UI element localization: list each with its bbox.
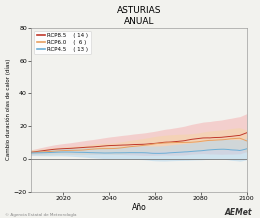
Y-axis label: Cambio duración olas de calor (días): Cambio duración olas de calor (días) (5, 59, 11, 160)
Text: AEMet: AEMet (225, 208, 252, 217)
Legend: RCP8.5    ( 14 ), RCP6.0    (  6 ), RCP4.5    ( 13 ): RCP8.5 ( 14 ), RCP6.0 ( 6 ), RCP4.5 ( 13… (34, 31, 91, 54)
Text: © Agencia Estatal de Meteorología: © Agencia Estatal de Meteorología (5, 213, 77, 217)
Title: ASTURIAS
ANUAL: ASTURIAS ANUAL (117, 5, 161, 26)
X-axis label: Año: Año (132, 203, 146, 213)
